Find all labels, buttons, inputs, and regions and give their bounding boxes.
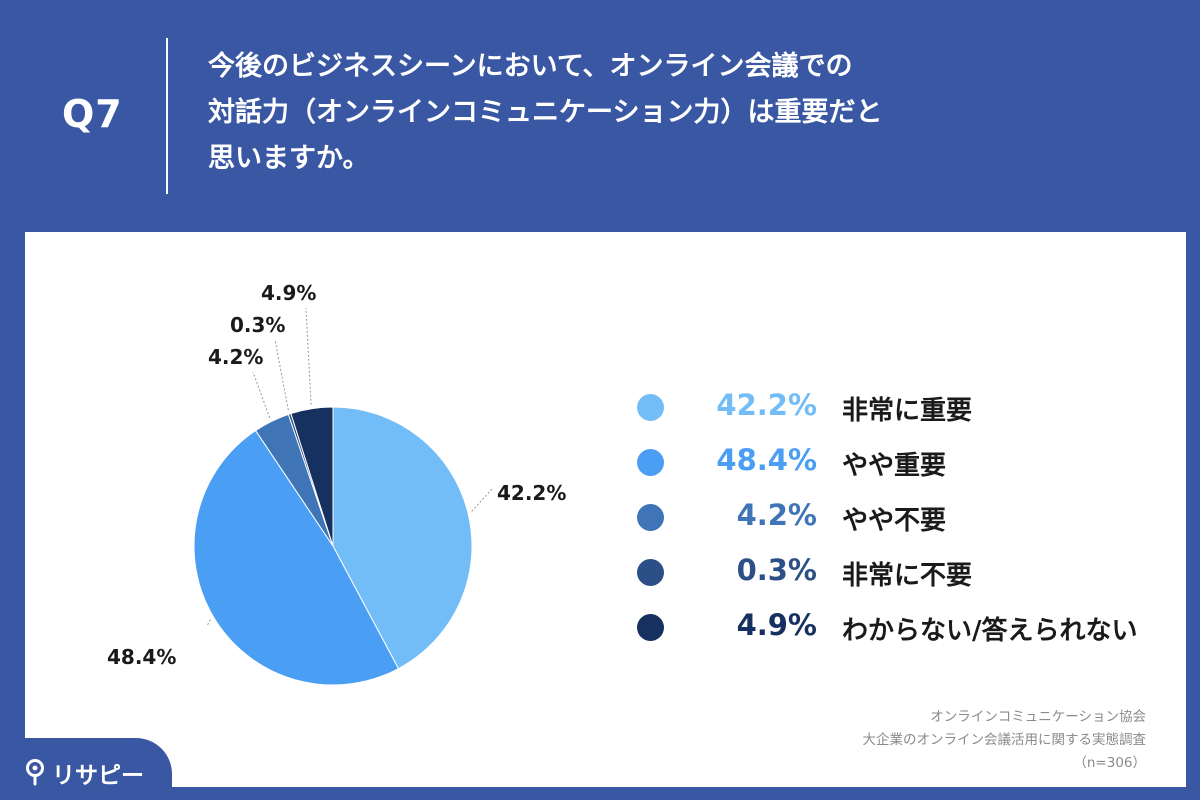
legend-label: やや不要 bbox=[842, 506, 947, 536]
leader-line bbox=[252, 371, 271, 418]
question-line-2: 対話力（オンラインコミュニケーション力）は重要だと bbox=[208, 97, 883, 128]
legend-label: 非常に不要 bbox=[842, 561, 973, 591]
source-note: オンラインコミュニケーション協会 大企業のオンライン会議活用に関する実態調査 （… bbox=[863, 706, 1147, 775]
legend-swatch bbox=[637, 394, 664, 421]
legend-percentage: 42.2% bbox=[716, 388, 817, 422]
source-organization: オンラインコミュニケーション協会 bbox=[930, 709, 1146, 725]
data-label: 0.3% bbox=[230, 313, 285, 337]
source-survey-title: 大企業のオンライン会議活用に関する実態調査 bbox=[862, 732, 1147, 748]
chart-panel: 42.2% 48.4% 4.2% 0.3% 4.9% 42.2% 非常に重要 48.4%… bbox=[25, 232, 1186, 787]
header: Q7 今後のビジネスシーンにおいて、オンライン会議での 対話力（オンラインコミュ… bbox=[0, 0, 1200, 232]
legend-item: 42.2% 非常に重要 bbox=[637, 384, 1182, 439]
leader-line bbox=[206, 619, 211, 627]
pin-icon bbox=[26, 759, 44, 786]
question-line-1: 今後のビジネスシーンにおいて、オンライン会議での bbox=[208, 51, 853, 82]
pie-slice bbox=[193, 429, 400, 686]
question-text: 今後のビジネスシーンにおいて、オンライン会議での 対話力（オンラインコミュニケー… bbox=[208, 44, 882, 182]
leader-line bbox=[471, 487, 494, 512]
data-label: 48.4% bbox=[107, 645, 176, 669]
brand-logo: リサピー bbox=[0, 738, 172, 800]
source-sample-size: （n=306） bbox=[1073, 755, 1146, 771]
question-line-3: 思いますか。 bbox=[208, 143, 370, 174]
leader-line bbox=[274, 339, 289, 411]
leader-line bbox=[305, 307, 312, 405]
legend-swatch bbox=[637, 504, 664, 531]
brand-name: リサピー bbox=[52, 763, 144, 789]
legend-percentage: 48.4% bbox=[716, 443, 817, 477]
legend-percentage: 0.3% bbox=[736, 553, 817, 587]
legend-item: 4.2% やや不要 bbox=[637, 494, 1182, 549]
legend-label: わからない/答えられない bbox=[842, 616, 1138, 646]
legend-percentage: 4.9% bbox=[736, 608, 817, 642]
legend-percentage: 4.2% bbox=[736, 498, 817, 532]
question-number: Q7 bbox=[62, 92, 123, 136]
legend-item: 0.3% 非常に不要 bbox=[637, 549, 1182, 604]
legend-swatch bbox=[637, 559, 664, 586]
pie-slice bbox=[332, 406, 473, 670]
header-divider bbox=[166, 38, 168, 194]
legend-swatch bbox=[637, 614, 664, 641]
data-label: 4.9% bbox=[261, 281, 316, 305]
data-label: 42.2% bbox=[497, 481, 566, 505]
pie-slice bbox=[290, 406, 334, 547]
legend-item: 4.9% わからない/答えられない bbox=[637, 604, 1182, 659]
legend-item: 48.4% やや重要 bbox=[637, 439, 1182, 494]
legend-label: 非常に重要 bbox=[842, 396, 973, 426]
data-label: 4.2% bbox=[208, 345, 263, 369]
legend-swatch bbox=[637, 449, 664, 476]
legend-label: やや重要 bbox=[842, 451, 947, 481]
pie-chart: 42.2% 48.4% 4.2% 0.3% 4.9% bbox=[107, 281, 566, 686]
legend: 42.2% 非常に重要 48.4% やや重要 4.2% やや不要 0.3% 非常… bbox=[637, 384, 1182, 659]
